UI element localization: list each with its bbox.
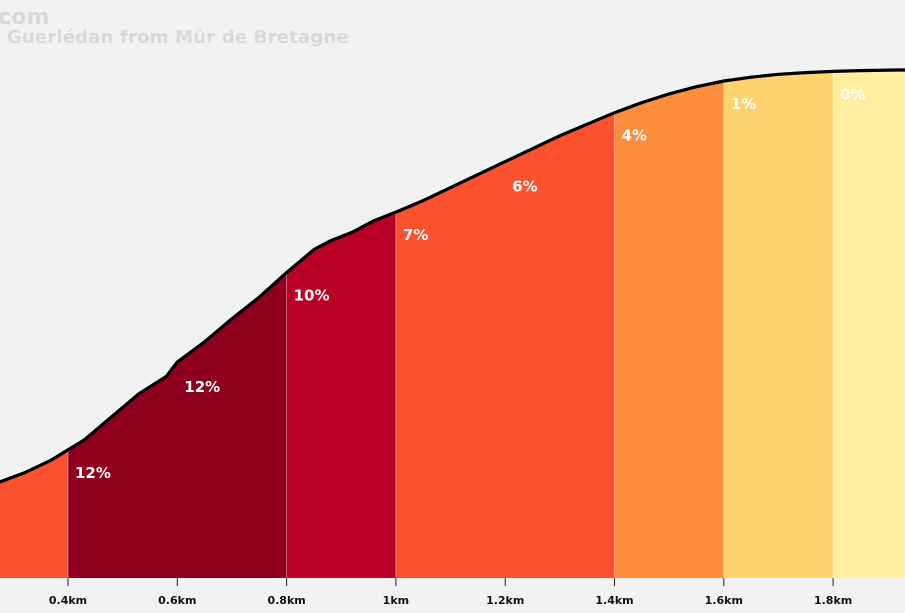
gradient-segment bbox=[723, 70, 834, 578]
watermark: com e Guerlédan from Mûr de Bretagne bbox=[0, 6, 349, 48]
x-tick-label: 0.8km bbox=[267, 594, 305, 607]
gradient-label: 12% bbox=[184, 378, 220, 396]
gradient-label: 4% bbox=[622, 127, 647, 145]
gradient-label: 7% bbox=[403, 226, 428, 244]
gradient-segment bbox=[614, 70, 724, 578]
gradient-segment bbox=[395, 70, 615, 578]
x-tick-label: 1km bbox=[383, 594, 409, 607]
x-tick-label: 0.4km bbox=[49, 594, 87, 607]
gradient-label: 0% bbox=[840, 85, 865, 103]
gradient-label: 6% bbox=[512, 178, 537, 196]
elevation-profile-line bbox=[0, 68, 905, 484]
x-tick-label: 1.4km bbox=[595, 594, 633, 607]
gradient-label: 1% bbox=[731, 95, 756, 113]
watermark-line-1: com bbox=[0, 5, 50, 30]
gradient-label: 10% bbox=[294, 287, 330, 305]
gradient-segment bbox=[0, 70, 68, 578]
x-tick-label: 0.6km bbox=[158, 594, 196, 607]
x-tick-label: 1.2km bbox=[486, 594, 524, 607]
x-axis-ticks: 0.4km 0.6km 0.8km 1km 1.2km 1.4km 1.6km 1.8km bbox=[49, 578, 852, 607]
gradient-segments bbox=[0, 70, 905, 578]
gradient-labels: 12% 10% 7% 4% 1% 0% 12% 6% bbox=[75, 85, 866, 481]
x-tick-label: 1.8km bbox=[814, 594, 852, 607]
watermark-line-2: e Guerlédan from Mûr de Bretagne bbox=[0, 27, 349, 49]
gradient-segment bbox=[68, 70, 287, 578]
gradient-label: 12% bbox=[75, 464, 111, 482]
gradient-segment bbox=[833, 70, 905, 578]
x-tick-label: 1.6km bbox=[705, 594, 743, 607]
